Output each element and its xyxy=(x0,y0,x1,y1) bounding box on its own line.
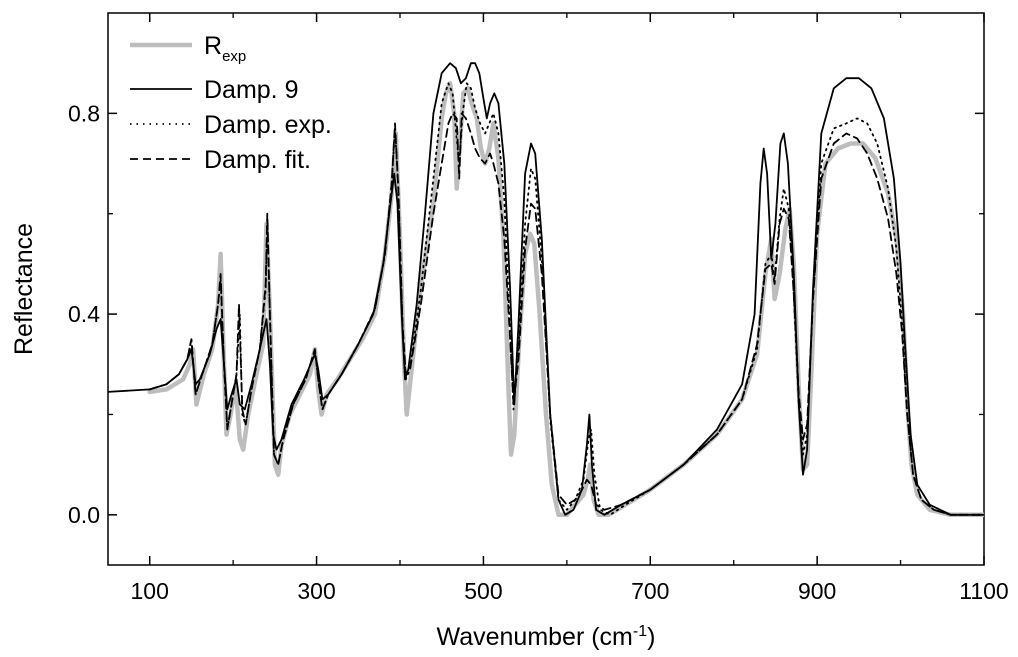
y-tick-label: 0.8 xyxy=(68,100,100,126)
x-tick-label: 1100 xyxy=(959,578,1008,604)
legend-label-rexp-subscript: exp xyxy=(222,48,246,65)
y-axis-title: Reflectance xyxy=(10,223,38,355)
x-tick-label: 500 xyxy=(464,578,502,604)
legend-label-rexp: Rexp xyxy=(204,32,246,65)
plot-frame xyxy=(107,12,985,566)
x-axis-title-superscript: -1 xyxy=(633,623,647,640)
legend-label-damp9: Damp. 9 xyxy=(204,76,298,104)
y-tick-label: 0.0 xyxy=(68,502,100,528)
x-tick-label: 900 xyxy=(798,578,836,604)
x-axis-title: Wavenumber (cm-1) xyxy=(437,623,656,651)
series-dampfit-line xyxy=(148,112,984,516)
tick-labels: 100 300 500 700 900 1100 0.0 0.4 0.8 xyxy=(68,100,1009,604)
x-tick-label: 100 xyxy=(131,578,169,604)
legend: Rexp Damp. 9 Damp. exp. Damp. fit. xyxy=(130,32,332,174)
y-tick-label: 0.4 xyxy=(68,301,100,327)
series-group xyxy=(108,62,984,518)
legend-label-dampfit: Damp. fit. xyxy=(204,146,311,174)
x-tick-label: 300 xyxy=(297,578,335,604)
x-tick-label: 700 xyxy=(631,578,669,604)
legend-label-rexp-main: R xyxy=(204,32,222,60)
legend-label-dampexp: Damp. exp. xyxy=(204,111,332,139)
x-axis-title-close: ) xyxy=(647,623,655,651)
x-axis-title-main: Wavenumber (cm xyxy=(437,623,633,651)
